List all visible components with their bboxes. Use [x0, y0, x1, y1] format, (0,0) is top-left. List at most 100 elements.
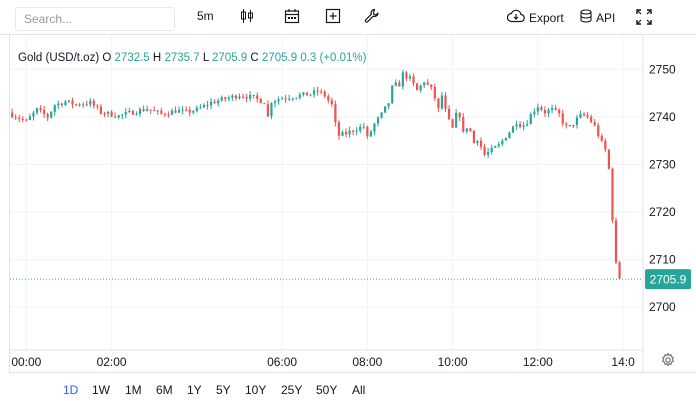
candle-body: [142, 109, 145, 111]
candle-body: [561, 113, 564, 124]
y-tick-label: 2720: [649, 205, 676, 219]
interval-button[interactable]: 5m: [197, 9, 214, 23]
candle-body: [465, 128, 468, 132]
candle-body: [415, 83, 419, 91]
candle-body: [401, 72, 404, 87]
candle-body: [312, 90, 316, 95]
candle-body: [355, 130, 358, 132]
candle-body: [529, 114, 532, 125]
add-indicator-button[interactable]: [325, 8, 341, 27]
candle-body: [582, 113, 586, 116]
y-tick-label: 2730: [649, 157, 676, 171]
candle-body: [316, 90, 319, 92]
candle-body: [295, 97, 298, 99]
candle-body: [199, 107, 202, 109]
y-tick-label: 2740: [649, 110, 676, 124]
range-1m[interactable]: 1M: [125, 383, 142, 397]
range-bar: 1D 1W 1M 6M 1Y 5Y 10Y 25Y 50Y All: [9, 372, 696, 401]
interval-label: 5m: [197, 9, 214, 23]
candle-body: [543, 109, 547, 114]
candle-body: [430, 84, 433, 88]
candle-body: [202, 104, 206, 108]
candle-body: [153, 110, 156, 112]
candle-body: [99, 106, 103, 114]
range-1w[interactable]: 1W: [92, 383, 110, 397]
candle-body: [476, 140, 479, 144]
candle-body: [533, 111, 536, 115]
range-1d[interactable]: 1D: [63, 383, 79, 397]
candle-body: [547, 109, 550, 114]
candle-body: [163, 113, 166, 115]
candle-body: [32, 112, 35, 117]
candle-body: [501, 140, 504, 145]
chart-type-button[interactable]: [240, 8, 254, 27]
range-5y[interactable]: 5Y: [216, 383, 231, 397]
chart-grid: [10, 36, 643, 350]
range-50y[interactable]: 50Y: [316, 383, 338, 397]
candle-body: [536, 107, 539, 112]
candle-body: [241, 96, 245, 98]
candle-body: [156, 110, 159, 112]
high-label: H: [152, 52, 162, 64]
candle-body: [245, 97, 248, 99]
change-value: 0.3 (+0.01%): [300, 52, 367, 64]
candle-body: [515, 124, 518, 127]
candle-body: [504, 137, 507, 141]
api-label: API: [596, 10, 616, 25]
candle-body: [344, 132, 348, 135]
chart-settings-button[interactable]: [660, 352, 676, 368]
toolbar: Search... 5m Export API: [0, 0, 696, 35]
candle-body: [57, 103, 60, 106]
chart-frame: [9, 0, 696, 401]
range-1y[interactable]: 1Y: [187, 383, 202, 397]
candlestick-icon: [240, 8, 254, 27]
candle-body: [78, 104, 81, 106]
candle-body: [302, 92, 305, 95]
candle-body: [273, 101, 277, 104]
range-25y[interactable]: 25Y: [281, 383, 303, 397]
candle-body: [579, 113, 582, 118]
candle-body: [469, 128, 472, 131]
x-tick-label: 02:00: [97, 355, 127, 369]
range-10y[interactable]: 10Y: [245, 383, 267, 397]
range-6m[interactable]: 6M: [156, 383, 173, 397]
candle-body: [323, 91, 326, 97]
y-tick-label: 2750: [649, 62, 676, 76]
close-label: C: [250, 52, 259, 64]
candle-body: [572, 124, 575, 126]
candle-body: [362, 126, 365, 128]
open-label: O: [102, 52, 112, 64]
candle-body: [263, 103, 266, 105]
export-button[interactable]: Export: [506, 9, 564, 26]
settings-tools-button[interactable]: [364, 8, 380, 27]
candle-body: [575, 117, 579, 125]
candle-body: [89, 100, 92, 105]
api-button[interactable]: API: [580, 9, 615, 26]
open-value: 2732.5: [114, 52, 150, 64]
candle-body: [28, 116, 31, 120]
search-input[interactable]: Search...: [15, 7, 175, 31]
candle-body: [280, 98, 284, 100]
symbol-name: Gold (USD/t.oz): [18, 52, 100, 64]
candle-body: [220, 97, 223, 101]
calendar-button[interactable]: [284, 8, 300, 27]
last-price-line: 2705.9: [10, 269, 691, 290]
candle-body: [106, 111, 110, 114]
fullscreen-button[interactable]: [636, 9, 652, 28]
candle-body: [195, 107, 198, 112]
candle-body: [526, 124, 529, 126]
candle-body: [192, 111, 195, 113]
candle-body: [380, 112, 383, 118]
price-axis: 2750 2740 2730 2720 2710 2700: [642, 36, 676, 372]
candle-body: [25, 119, 28, 121]
candle-body: [60, 103, 63, 106]
candles: [11, 69, 621, 280]
candle-body: [398, 82, 401, 87]
candle-body: [618, 262, 621, 279]
range-all[interactable]: All: [352, 383, 366, 397]
candle-body: [67, 100, 71, 102]
candle-body: [259, 98, 262, 104]
candle-body: [479, 140, 483, 147]
candlestick-chart[interactable]: 2705.9 2750 2740 2730 2720 2710 2700 00:00 02:…: [0, 36, 696, 372]
candle-body: [405, 72, 408, 79]
